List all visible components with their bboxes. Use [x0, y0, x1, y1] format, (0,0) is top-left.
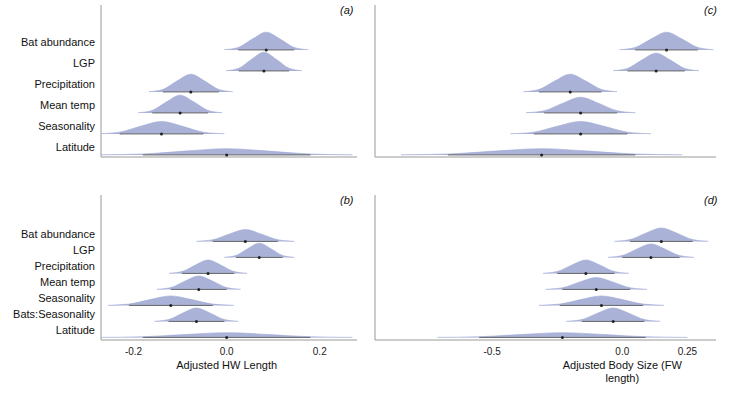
html-text:LGP: LGP [73, 244, 95, 256]
html-text:Mean temp: Mean temp [40, 276, 95, 288]
html-text:(a): (a) [340, 4, 354, 16]
svg-text:-0.2: -0.2 [125, 346, 143, 356]
html-text:(b): (b) [340, 194, 354, 206]
html-text:(c): (c) [704, 4, 717, 16]
html-text:Precipitation: Precipitation [34, 260, 95, 272]
html-text:Bats:Seasonality: Bats:Seasonality [13, 308, 95, 320]
svg-text:-0.5: -0.5 [484, 346, 502, 356]
html-text:LGP: LGP [73, 57, 95, 69]
html-text:Seasonality: Seasonality [38, 292, 95, 304]
svg-text:0.25: 0.25 [678, 346, 698, 356]
html-text:Mean temp: Mean temp [40, 99, 95, 111]
svg-text:0.2: 0.2 [313, 346, 327, 356]
svg-text:0.0: 0.0 [615, 346, 629, 356]
html-text:Bat abundance: Bat abundance [21, 36, 95, 48]
html-text:Latitude: Latitude [55, 324, 95, 336]
html-text:(d): (d) [704, 194, 718, 206]
html-text:Adjusted HW Length: Adjusted HW Length [176, 359, 278, 371]
svg-text:0.0: 0.0 [220, 346, 234, 356]
html-text:Precipitation: Precipitation [34, 78, 95, 90]
html-text:Seasonality: Seasonality [38, 120, 95, 132]
html-text:Adjusted Body Size (FW length): Adjusted Body Size (FW length) [562, 359, 682, 384]
html-text:Bat abundance: Bat abundance [21, 228, 95, 240]
html-text:Latitude: Latitude [55, 141, 95, 153]
